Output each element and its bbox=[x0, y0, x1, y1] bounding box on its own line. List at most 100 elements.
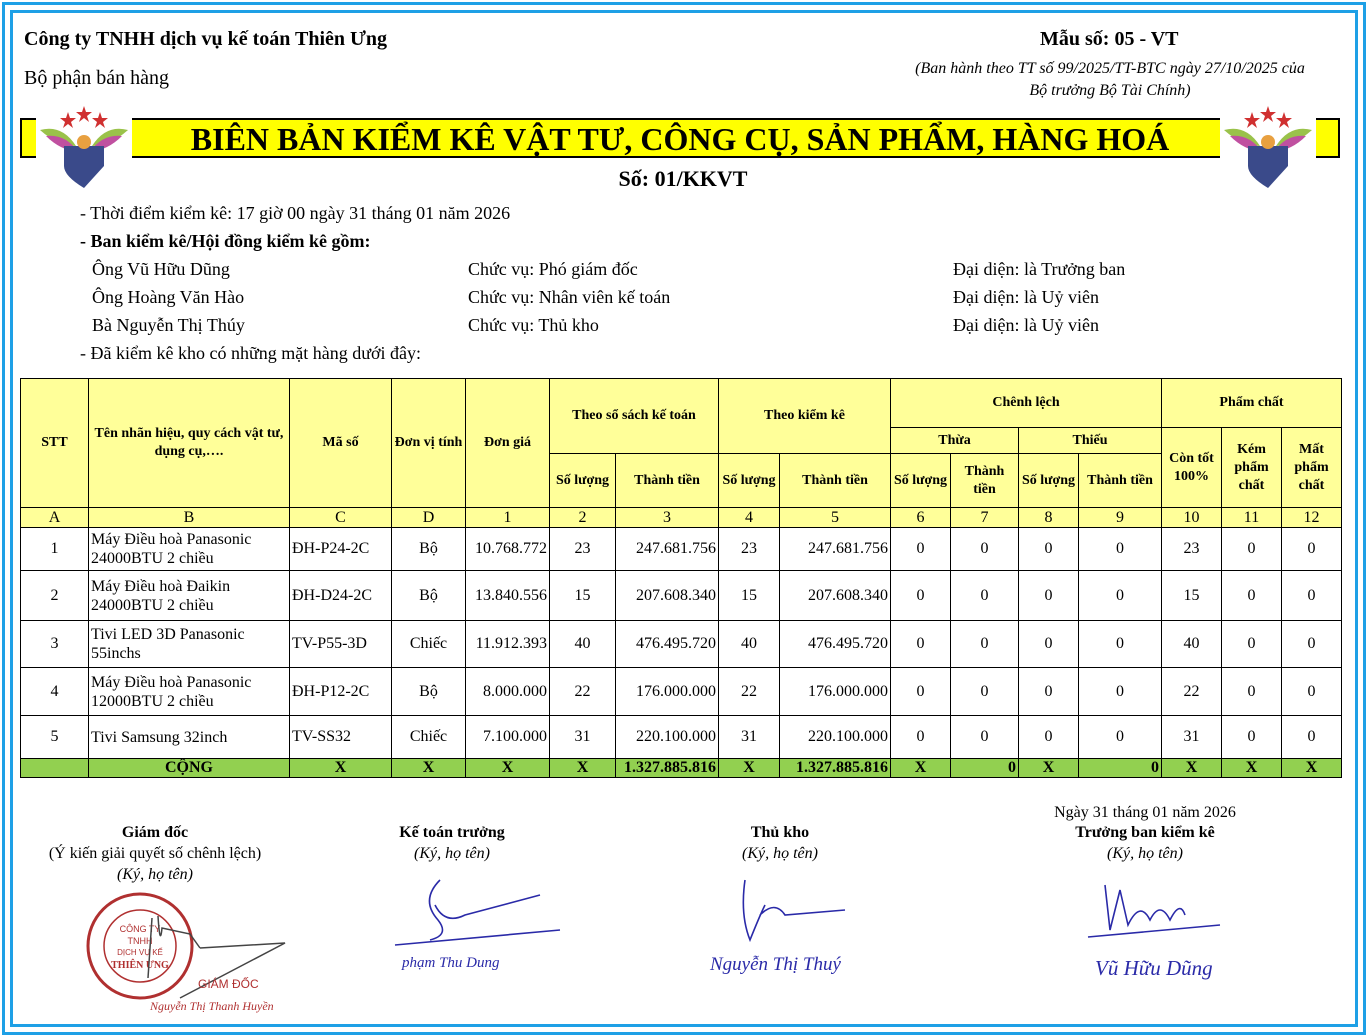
member-role: Đại diện: là Trưởng ban bbox=[953, 259, 1126, 279]
table-cell: Bộ bbox=[391, 570, 466, 621]
table-cell: 11.912.393 bbox=[465, 620, 550, 668]
table-cell: 0 bbox=[1221, 570, 1282, 621]
column-letter: 3 bbox=[615, 507, 719, 528]
table-cell: 247.681.756 bbox=[615, 527, 719, 571]
member-name: Bà Nguyễn Thị Thúy bbox=[92, 315, 245, 335]
column-letter: C bbox=[289, 507, 392, 528]
table-cell: 176.000.000 bbox=[779, 667, 891, 716]
table-cell: 0 bbox=[1221, 620, 1282, 668]
member-name: Ông Hoàng Văn Hào bbox=[92, 287, 245, 307]
table-cell: 8.000.000 bbox=[465, 667, 550, 716]
table-cell: 0 bbox=[950, 667, 1019, 716]
table-row: 3 Tivi LED 3D Panasonic 55inchs TV-P55-3D C… bbox=[20, 620, 1342, 668]
committee-label: - Ban kiểm kê/Hội đồng kiểm kê gồm: bbox=[80, 231, 371, 251]
svg-text:Nguyễn Thị Thuý: Nguyễn Thị Thuý bbox=[709, 954, 841, 975]
header-poor: Kém phẩm chất bbox=[1221, 427, 1282, 508]
table-cell: 476.495.720 bbox=[615, 620, 719, 668]
column-letter: 1 bbox=[465, 507, 550, 528]
director-sign-hint: (Ký, họ tên) bbox=[117, 866, 193, 883]
svg-text:Vũ Hữu Dũng: Vũ Hữu Dũng bbox=[1095, 956, 1213, 980]
column-letter: 9 bbox=[1078, 507, 1162, 528]
table-cell: 0 bbox=[1221, 715, 1282, 759]
signature-block-committee-head: Trưởng ban kiểm kê (Ký, họ tên) bbox=[1040, 822, 1250, 864]
header-qty: Số lượng bbox=[718, 453, 780, 508]
column-letter: B bbox=[88, 507, 290, 528]
table-cell: Chiếc bbox=[391, 715, 466, 759]
table-row: 2 Máy Điều hoà Đaikin 24000BTU 2 chiều ĐH-… bbox=[20, 570, 1342, 621]
table-row: 5 Tivi Samsung 32inch TV-SS32 Chiếc 7.100.00… bbox=[20, 715, 1342, 759]
svg-text:DỊCH VỤ KẾ: DỊCH VỤ KẾ bbox=[117, 947, 163, 957]
total-cell: 1.327.885.816 bbox=[615, 758, 719, 778]
column-letter: 2 bbox=[549, 507, 616, 528]
issued-line-2: Bộ trưởng Bộ Tài Chính) bbox=[1029, 82, 1191, 99]
column-letter: 11 bbox=[1221, 507, 1282, 528]
column-letter: D bbox=[391, 507, 466, 528]
table-cell: Tivi LED 3D Panasonic 55inchs bbox=[88, 620, 290, 668]
table-cell: 247.681.756 bbox=[779, 527, 891, 571]
header-unit: Đơn vị tính bbox=[391, 378, 466, 508]
table-cell: 0 bbox=[890, 570, 951, 621]
header-quality: Phẩm chất bbox=[1161, 378, 1342, 428]
header-amount: Thành tiền bbox=[950, 453, 1019, 508]
issued-note: (Ban hành theo TT số 99/2025/TT-BTC ngày… bbox=[880, 58, 1340, 102]
member-role: Đại diện: là Uỷ viên bbox=[953, 315, 1099, 335]
table-cell: 0 bbox=[890, 620, 951, 668]
table-cell: 0 bbox=[1281, 715, 1342, 759]
table-cell: 0 bbox=[890, 667, 951, 716]
column-letter: A bbox=[20, 507, 89, 528]
department: Bộ phận bán hàng bbox=[24, 67, 169, 89]
total-row: CỘNG X X X X 1.327.885.816 X 1.327.885.816 X 0 X 0 X… bbox=[20, 758, 1342, 778]
total-cell: 0 bbox=[950, 758, 1019, 778]
table-cell: Chiếc bbox=[391, 620, 466, 668]
storekeeper-sign-hint: (Ký, họ tên) bbox=[742, 845, 818, 862]
title-bar bbox=[20, 118, 1340, 158]
table-cell: 0 bbox=[1078, 620, 1162, 668]
form-number: Mẫu số: 05 - VT bbox=[1040, 28, 1179, 50]
member-position: Chức vụ: Phó giám đốc bbox=[468, 259, 638, 279]
table-cell: 0 bbox=[1018, 570, 1079, 621]
header-qty: Số lượng bbox=[549, 453, 616, 508]
table-cell: 0 bbox=[950, 527, 1019, 571]
total-cell: X bbox=[718, 758, 780, 778]
director-note: (Ý kiến giải quyết số chênh lệch) bbox=[48, 845, 262, 862]
total-cell: X bbox=[1018, 758, 1079, 778]
total-cell: X bbox=[1161, 758, 1222, 778]
company-logo-right bbox=[1220, 100, 1316, 188]
table-cell: 207.608.340 bbox=[779, 570, 891, 621]
table-cell: 0 bbox=[1078, 570, 1162, 621]
column-letter: 7 bbox=[950, 507, 1019, 528]
table-cell: 220.100.000 bbox=[779, 715, 891, 759]
table-cell: 0 bbox=[890, 715, 951, 759]
header-qty: Số lượng bbox=[1018, 453, 1079, 508]
signature-block-storekeeper: Thủ kho (Ký, họ tên) bbox=[680, 822, 880, 864]
signature-date: Ngày 31 tháng 01 năm 2026 bbox=[1054, 804, 1236, 821]
header-good: Còn tốt 100% bbox=[1161, 427, 1222, 508]
table-cell: 0 bbox=[1078, 527, 1162, 571]
member-position: Chức vụ: Nhân viên kế toán bbox=[468, 287, 671, 307]
table-cell: ĐH-P12-2C bbox=[289, 667, 392, 716]
chief-accountant-signature: phạm Thu Dung bbox=[394, 879, 561, 971]
header-lost: Mất phẩm chất bbox=[1281, 427, 1342, 508]
header-name: Tên nhãn hiệu, quy cách vật tư, dụng cụ,… bbox=[88, 378, 290, 508]
header-stt: STT bbox=[20, 378, 89, 508]
table-cell: 0 bbox=[1078, 667, 1162, 716]
table-cell: Máy Điều hoà Đaikin 24000BTU 2 chiều bbox=[88, 570, 290, 621]
table-cell: ĐH-P24-2C bbox=[289, 527, 392, 571]
table-cell: 10.768.772 bbox=[465, 527, 550, 571]
header-surplus: Thừa bbox=[890, 427, 1019, 454]
total-cell: X bbox=[549, 758, 616, 778]
table-cell: 31 bbox=[549, 715, 616, 759]
header-count: Theo kiểm kê bbox=[718, 378, 891, 454]
document-number: Số: 01/KKVT bbox=[618, 166, 748, 191]
table-cell: 0 bbox=[1281, 667, 1342, 716]
page-border-inner bbox=[10, 10, 1358, 1027]
table-cell: TV-SS32 bbox=[289, 715, 392, 759]
total-cell: X bbox=[391, 758, 466, 778]
header-amount: Thành tiền bbox=[779, 453, 891, 508]
table-cell: 0 bbox=[1078, 715, 1162, 759]
table-cell: 31 bbox=[718, 715, 780, 759]
chief-accountant-title: Kế toán trưởng bbox=[399, 824, 505, 841]
table-cell: 40 bbox=[549, 620, 616, 668]
table-cell: Bộ bbox=[391, 667, 466, 716]
svg-text:GIÁM ĐỐC: GIÁM ĐỐC bbox=[198, 976, 259, 991]
